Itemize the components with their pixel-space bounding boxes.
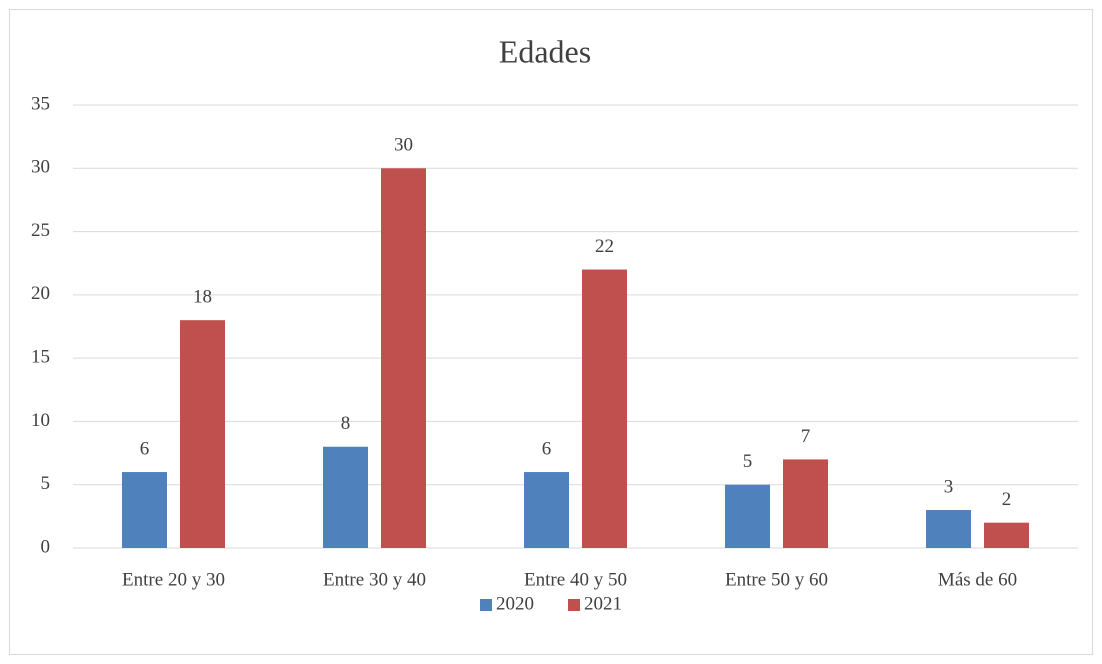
y-tick-label: 20 — [31, 283, 50, 304]
legend-swatch — [568, 599, 580, 611]
data-label: 22 — [595, 236, 614, 257]
data-label: 7 — [801, 426, 811, 447]
bar — [381, 168, 426, 549]
legend-label: 2020 — [496, 593, 534, 614]
y-tick-label: 10 — [31, 410, 50, 431]
data-label: 30 — [394, 135, 413, 156]
x-tick-label: Entre 40 y 50 — [524, 569, 627, 590]
bar — [725, 484, 770, 548]
x-tick-label: Entre 20 y 30 — [122, 569, 225, 590]
x-tick-label: Más de 60 — [938, 569, 1017, 590]
data-label: 5 — [743, 451, 753, 472]
bar — [582, 269, 627, 548]
legend-swatch — [480, 599, 492, 611]
data-label: 2 — [1002, 489, 1012, 510]
bar — [122, 472, 167, 548]
bar — [783, 459, 828, 548]
y-tick-label: 35 — [31, 93, 50, 114]
legend-label: 2021 — [584, 593, 622, 614]
y-tick-label: 25 — [31, 220, 50, 241]
data-label: 8 — [341, 413, 351, 434]
y-tick-label: 5 — [41, 473, 51, 494]
x-tick-label: Entre 50 y 60 — [725, 569, 828, 590]
bar — [926, 510, 971, 548]
y-tick-label: 0 — [41, 536, 51, 557]
data-label: 6 — [140, 438, 150, 459]
chart-border — [9, 9, 1093, 655]
bar — [180, 320, 225, 548]
data-label: 3 — [944, 476, 954, 497]
data-label: 18 — [193, 287, 212, 308]
chart-title: Edades — [499, 33, 591, 69]
bar — [984, 522, 1029, 548]
bar — [323, 446, 368, 548]
y-tick-label: 30 — [31, 157, 50, 178]
y-tick-label: 15 — [31, 347, 50, 368]
data-label: 6 — [542, 438, 552, 459]
bar — [524, 472, 569, 548]
x-tick-label: Entre 30 y 40 — [323, 569, 426, 590]
